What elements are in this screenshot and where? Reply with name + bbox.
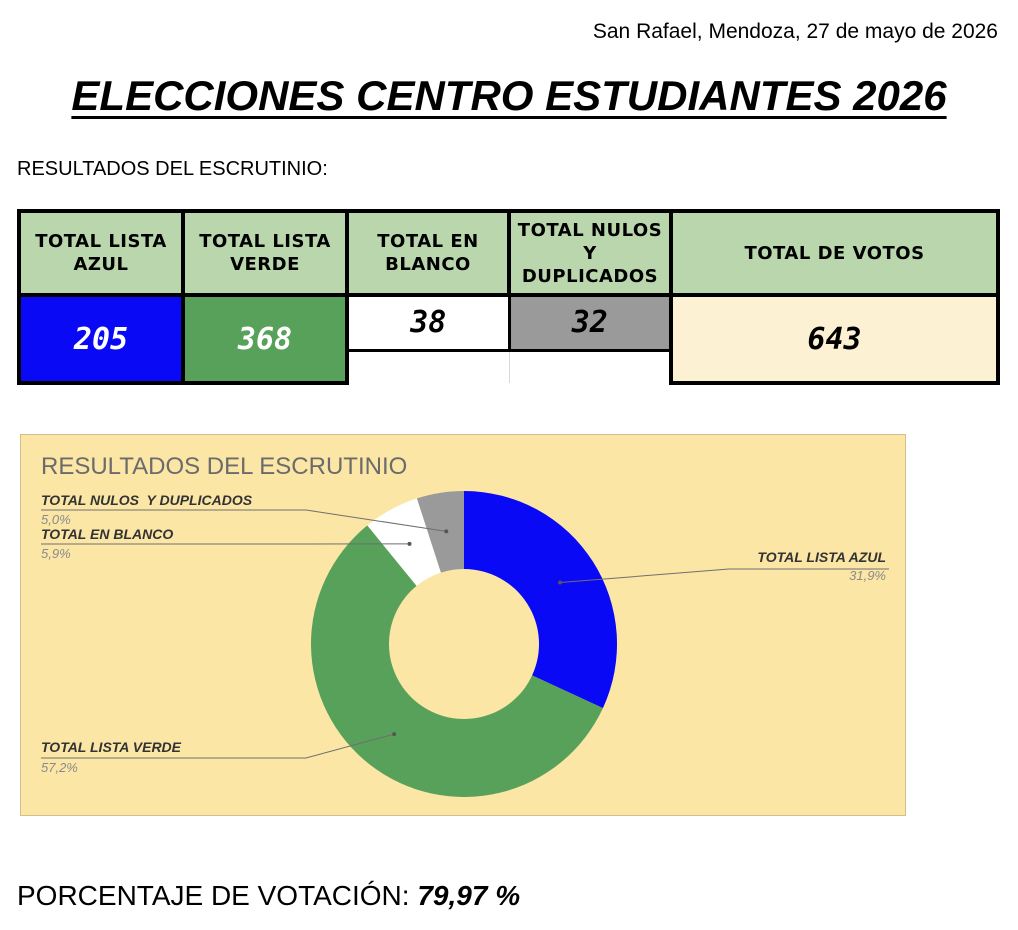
place-date: San Rafael, Mendoza, 27 de mayo de 2026: [592, 20, 998, 43]
participation-label: PORCENTAJE DE VOTACIÓN:: [17, 880, 418, 911]
donut-slice-1: [311, 525, 603, 797]
results-empty-row: [19, 350, 998, 383]
participation-line: PORCENTAJE DE VOTACIÓN: 79,97 %: [17, 880, 520, 912]
slice-label-azul: TOTAL LISTA AZUL: [757, 549, 886, 565]
donut-slice-0: [464, 491, 617, 709]
results-header-row: TOTAL LISTA AZUL TOTAL LISTA VERDE TOTAL…: [17, 209, 1000, 297]
leader-line-1: [41, 733, 395, 759]
donut-slice-3: [416, 491, 464, 573]
results-subtitle: RESULTADOS DEL ESCRUTINIO:: [17, 158, 328, 180]
page-title: ELECCIONES CENTRO ESTUDIANTES 2026: [71, 72, 947, 119]
slice-percent-azul: 31,9%: [849, 568, 886, 583]
value-en-blanco: 38: [347, 295, 509, 352]
donut-slice-2: [367, 498, 441, 586]
header-lista-verde: TOTAL LISTA VERDE: [181, 209, 349, 297]
slice-percent-blanco: 5,9%: [41, 546, 71, 561]
results-table: TOTAL LISTA AZUL TOTAL LISTA VERDE TOTAL…: [17, 209, 1000, 385]
value-lista-verde: 368: [183, 295, 349, 385]
value-total-votos: 643: [669, 293, 1000, 385]
header-total-votos: TOTAL DE VOTOS: [669, 209, 1000, 297]
chart-title: RESULTADOS DEL ESCRUTINIO: [41, 453, 408, 480]
header-lista-azul: TOTAL LISTA AZUL: [17, 209, 185, 297]
value-lista-azul: 205: [17, 295, 185, 385]
slice-label-verde: TOTAL LISTA VERDE: [41, 739, 182, 755]
empty-cell: [347, 350, 510, 383]
leader-line-3: [41, 509, 447, 532]
leader-dot-1: [392, 732, 397, 737]
slice-label-blanco: TOTAL EN BLANCO: [41, 526, 174, 542]
participation-value: 79,97 %: [417, 880, 521, 911]
header-en-blanco: TOTAL EN BLANCO: [345, 209, 511, 297]
leader-dot-3: [444, 529, 449, 534]
leader-dot-2: [407, 541, 412, 546]
results-chart: RESULTADOS DEL ESCRUTINIO TOTAL NULOS Y …: [20, 434, 906, 816]
value-nulos-duplicados: 32: [507, 295, 671, 352]
leader-dot-0: [558, 580, 563, 585]
leader-line-0: [559, 568, 889, 584]
slice-label-nulos: TOTAL NULOS Y DUPLICADOS: [41, 492, 253, 508]
empty-cell: [509, 350, 672, 383]
donut-chart-canvas: [41, 491, 889, 797]
header-nulos-duplicados: TOTAL NULOS Y DUPLICADOS: [507, 209, 673, 297]
slice-percent-nulos: 5,0%: [41, 512, 71, 527]
slice-percent-verde: 57,2%: [41, 760, 78, 775]
results-values-row: 205 368 38 32 643: [17, 293, 1000, 385]
